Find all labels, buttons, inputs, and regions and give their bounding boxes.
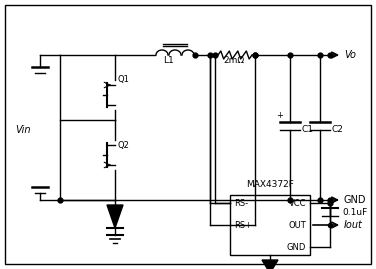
Text: Vin: Vin xyxy=(15,125,30,135)
Text: RS-: RS- xyxy=(234,199,248,207)
Text: C1: C1 xyxy=(302,126,314,134)
Text: Q1: Q1 xyxy=(118,75,130,84)
Text: C2: C2 xyxy=(332,126,344,134)
Text: 0.1uF: 0.1uF xyxy=(342,208,367,217)
Bar xyxy=(230,195,310,255)
Polygon shape xyxy=(262,260,278,269)
Text: L1: L1 xyxy=(163,56,173,65)
Text: RS+: RS+ xyxy=(234,221,252,229)
Text: GND: GND xyxy=(287,242,306,252)
Text: Vo: Vo xyxy=(344,50,356,60)
Polygon shape xyxy=(107,205,123,228)
Text: GND: GND xyxy=(344,195,367,205)
Text: +: + xyxy=(276,111,283,120)
Text: Q2: Q2 xyxy=(118,141,130,150)
Text: 2mΩ: 2mΩ xyxy=(223,56,244,65)
Text: VCC: VCC xyxy=(288,199,306,207)
Text: OUT: OUT xyxy=(288,221,306,229)
Text: Iout: Iout xyxy=(344,220,363,230)
Text: MAX4372F: MAX4372F xyxy=(246,180,294,189)
